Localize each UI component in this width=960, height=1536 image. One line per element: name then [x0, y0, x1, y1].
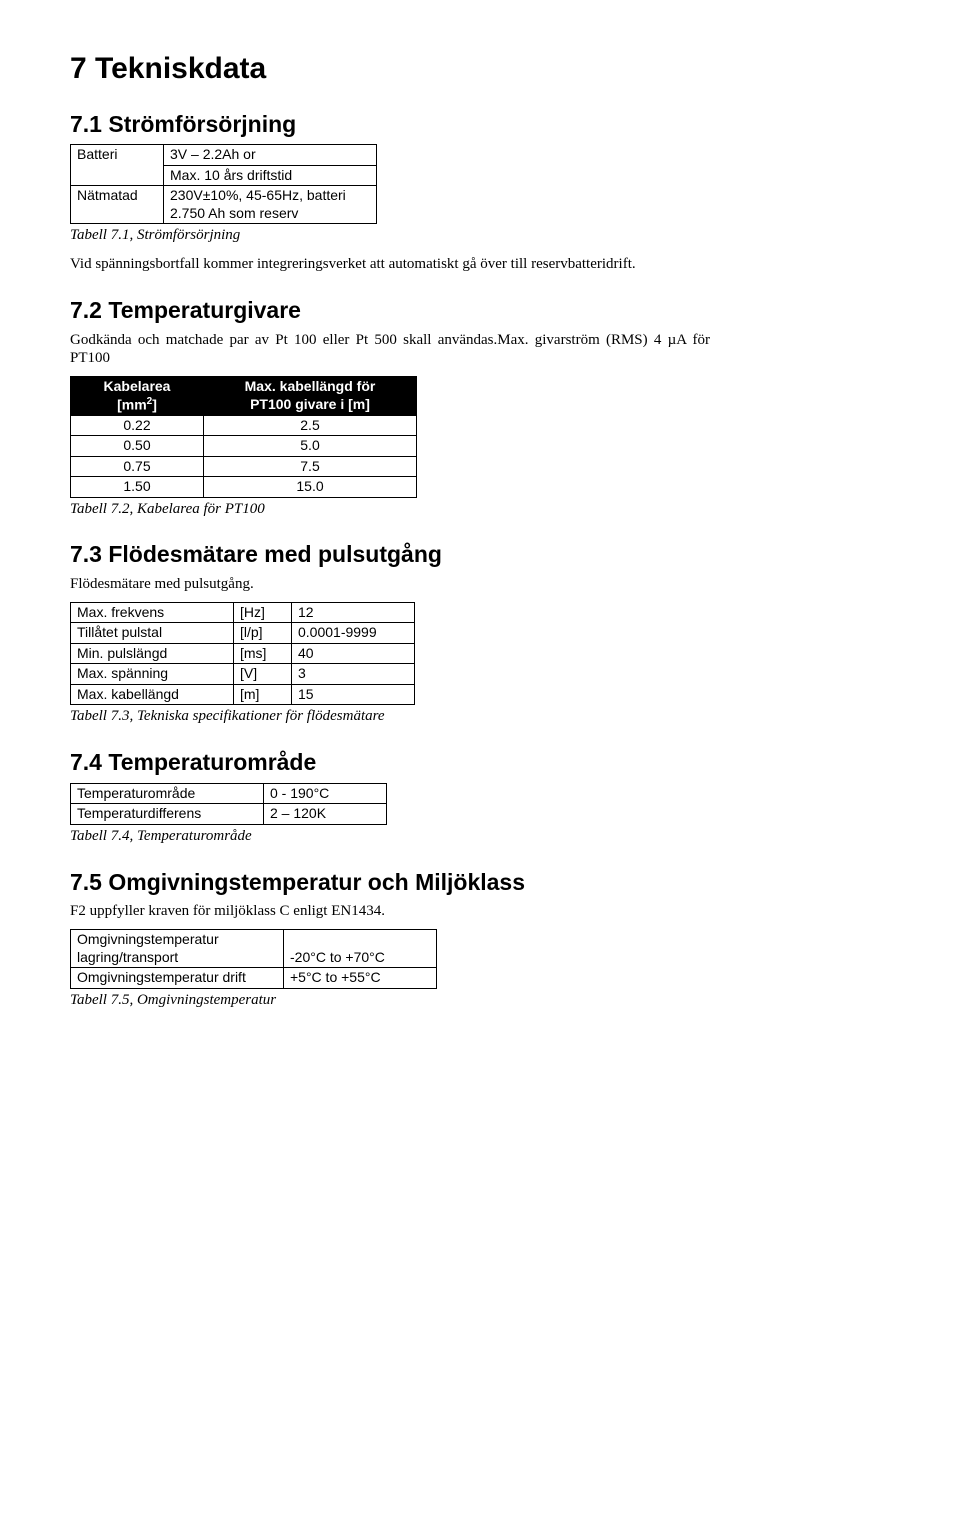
heading-7-4: 7.4 Temperaturområde — [70, 748, 890, 777]
cell: 40 — [292, 643, 415, 664]
body-7-5: F2 uppfyller kraven för miljöklass C enl… — [70, 902, 890, 921]
table-row: Max. spänning [V] 3 — [71, 664, 415, 685]
cell: Max. 10 års driftstid — [164, 165, 377, 186]
cell: Temperaturdifferens — [71, 804, 264, 825]
table-7-3: Max. frekvens [Hz] 12 Tillåtet pulstal [… — [70, 602, 415, 706]
cell: 0.0001-9999 — [292, 623, 415, 644]
header-label: [mm — [117, 396, 147, 412]
cell: Omgivningstemperatur drift — [71, 968, 284, 989]
cell: Nätmatad — [71, 186, 164, 224]
cell: [m] — [234, 684, 292, 705]
table-7-5: Omgivningstemperatur lagring/transport -… — [70, 929, 437, 989]
cell: 0.22 — [71, 415, 204, 436]
table-row: Max. kabellängd [m] 15 — [71, 684, 415, 705]
table-header-row: Kabelarea [mm2] Max. kabellängd för PT10… — [71, 377, 417, 416]
cell: Omgivningstemperatur lagring/transport — [71, 930, 284, 968]
cell: 15.0 — [204, 477, 417, 498]
header-label: Kabelarea — [104, 378, 171, 394]
cell: Max. spänning — [71, 664, 234, 685]
cell: 5.0 — [204, 436, 417, 457]
table-row: Min. pulslängd [ms] 40 — [71, 643, 415, 664]
cell: 0.75 — [71, 456, 204, 477]
table-7-2: Kabelarea [mm2] Max. kabellängd för PT10… — [70, 376, 417, 498]
caption-7-2: Tabell 7.2, Kabelarea för PT100 — [70, 500, 890, 519]
header-label: Max. kabellängd för — [245, 378, 376, 394]
cell: 2 – 120K — [264, 804, 387, 825]
heading-7-5: 7.5 Omgivningstemperatur och Miljöklass — [70, 868, 890, 897]
caption-7-1: Tabell 7.1, Strömförsörjning — [70, 226, 890, 245]
table-row: Max. 10 års driftstid — [71, 165, 377, 186]
cell: 2.5 — [204, 415, 417, 436]
cell: Batteri — [71, 145, 164, 166]
cell: Min. pulslängd — [71, 643, 234, 664]
header-cell: Kabelarea [mm2] — [71, 377, 204, 416]
table-row: Nätmatad 230V±10%, 45-65Hz, batteri 2.75… — [71, 186, 377, 224]
heading-7-2: 7.2 Temperaturgivare — [70, 296, 890, 325]
table-7-1: Batteri 3V – 2.2Ah or Max. 10 års drifts… — [70, 144, 377, 224]
cell: 3 — [292, 664, 415, 685]
cell: Max. kabellängd — [71, 684, 234, 705]
header-label: ] — [152, 396, 157, 412]
cell: 12 — [292, 602, 415, 623]
cell: [ms] — [234, 643, 292, 664]
table-row: Batteri 3V – 2.2Ah or — [71, 145, 377, 166]
table-row: Temperaturdifferens 2 – 120K — [71, 804, 387, 825]
table-row: 0.75 7.5 — [71, 456, 417, 477]
cell: Temperaturområde — [71, 783, 264, 804]
header-cell: Max. kabellängd för PT100 givare i [m] — [204, 377, 417, 416]
cell: 0.50 — [71, 436, 204, 457]
body-7-2: Godkända och matchade par av Pt 100 elle… — [70, 331, 710, 369]
cell — [71, 165, 164, 186]
cell: -20°C to +70°C — [284, 930, 437, 968]
body-7-1: Vid spänningsbortfall kommer integrering… — [70, 255, 710, 274]
cell: [Hz] — [234, 602, 292, 623]
cell: 230V±10%, 45-65Hz, batteri 2.750 Ah som … — [164, 186, 377, 224]
heading-7-1: 7.1 Strömförsörjning — [70, 110, 890, 139]
header-label: PT100 givare i [m] — [250, 396, 370, 412]
caption-7-4: Tabell 7.4, Temperaturområde — [70, 827, 890, 846]
table-row: 0.50 5.0 — [71, 436, 417, 457]
cell: 15 — [292, 684, 415, 705]
table-7-4: Temperaturområde 0 - 190°C Temperaturdif… — [70, 783, 387, 825]
page-h1: 7 Tekniskdata — [70, 50, 890, 88]
cell: [l/p] — [234, 623, 292, 644]
cell: Max. frekvens — [71, 602, 234, 623]
cell: 7.5 — [204, 456, 417, 477]
caption-7-3: Tabell 7.3, Tekniska specifikationer för… — [70, 707, 890, 726]
cell: 3V – 2.2Ah or — [164, 145, 377, 166]
table-row: 0.22 2.5 — [71, 415, 417, 436]
caption-7-5: Tabell 7.5, Omgivningstemperatur — [70, 991, 890, 1010]
table-row: Tillåtet pulstal [l/p] 0.0001-9999 — [71, 623, 415, 644]
table-row: Omgivningstemperatur drift +5°C to +55°C — [71, 968, 437, 989]
table-row: Omgivningstemperatur lagring/transport -… — [71, 930, 437, 968]
heading-7-3: 7.3 Flödesmätare med pulsutgång — [70, 540, 890, 569]
cell: [V] — [234, 664, 292, 685]
cell: 0 - 190°C — [264, 783, 387, 804]
cell: +5°C to +55°C — [284, 968, 437, 989]
body-7-3: Flödesmätare med pulsutgång. — [70, 575, 890, 594]
cell: Tillåtet pulstal — [71, 623, 234, 644]
table-row: Max. frekvens [Hz] 12 — [71, 602, 415, 623]
table-row: Temperaturområde 0 - 190°C — [71, 783, 387, 804]
table-row: 1.50 15.0 — [71, 477, 417, 498]
cell: 1.50 — [71, 477, 204, 498]
